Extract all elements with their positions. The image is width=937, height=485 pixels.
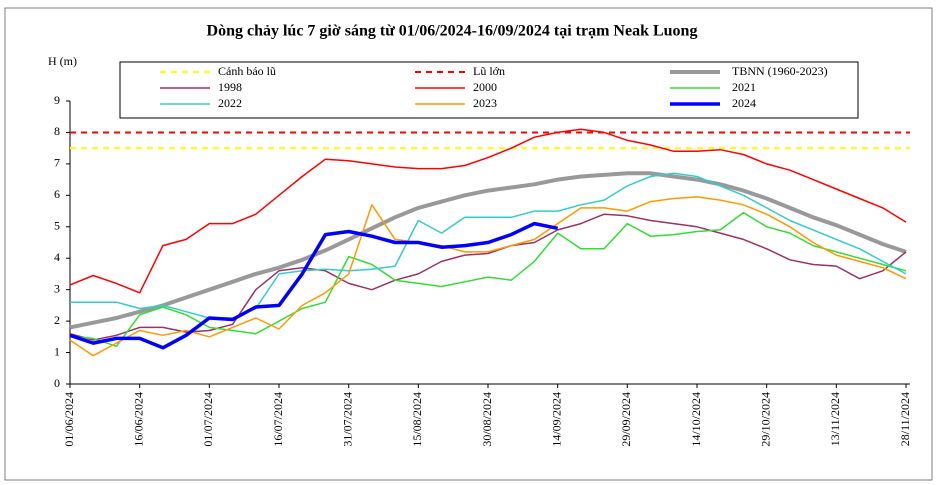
x-tick-label: 29/09/2024	[619, 392, 633, 447]
y-tick-label: 2	[54, 313, 60, 327]
y-tick-label: 7	[54, 156, 60, 170]
y-tick-label: 6	[54, 187, 60, 201]
series-line	[69, 221, 559, 350]
y-tick-label: 9	[54, 93, 60, 107]
series-line	[69, 171, 907, 330]
y-tick-label: 1	[54, 344, 60, 358]
x-tick-label: 16/06/2024	[131, 392, 145, 447]
x-tick-label: 30/08/2024	[480, 392, 494, 447]
x-tick-label: 14/09/2024	[549, 392, 563, 447]
x-tick-label: 15/08/2024	[410, 392, 424, 447]
chart-frame	[4, 7, 933, 481]
y-axis-label: H (m)	[48, 54, 77, 68]
y-tick-label: 0	[54, 376, 60, 390]
legend-label: 2023	[473, 96, 497, 110]
x-tick-label: 13/11/2024	[828, 392, 842, 446]
series-line	[69, 211, 907, 348]
y-tick-label: 4	[54, 250, 60, 264]
x-tick-label: 28/11/2024	[898, 392, 912, 446]
legend-label: 2022	[218, 96, 242, 110]
y-tick-label: 8	[54, 124, 60, 138]
legend-label: 1998	[218, 80, 242, 94]
legend-label: 2021	[732, 80, 756, 94]
series-line	[69, 196, 907, 357]
y-tick-label: 5	[54, 219, 60, 233]
legend-label: Lũ lớn	[473, 64, 505, 78]
x-tick-label: 14/10/2024	[689, 392, 703, 447]
series-line	[69, 128, 907, 294]
legend-box	[119, 61, 859, 119]
x-tick-label: 31/07/2024	[340, 392, 354, 447]
x-tick-label: 16/07/2024	[271, 392, 285, 447]
y-tick-label: 3	[54, 281, 60, 295]
legend-label: TBNN (1960-2023)	[732, 64, 828, 78]
x-tick-label: 01/07/2024	[201, 392, 215, 447]
x-tick-label: 01/06/2024	[62, 392, 76, 447]
chart-title: Dòng chảy lúc 7 giờ sáng từ 01/06/2024-1…	[207, 23, 698, 40]
x-tick-label: 29/10/2024	[758, 392, 772, 447]
legend-label: Cảnh báo lũ	[218, 64, 276, 78]
legend-label: 2024	[732, 96, 756, 110]
legend-label: 2000	[473, 80, 497, 94]
series-line	[69, 213, 907, 341]
